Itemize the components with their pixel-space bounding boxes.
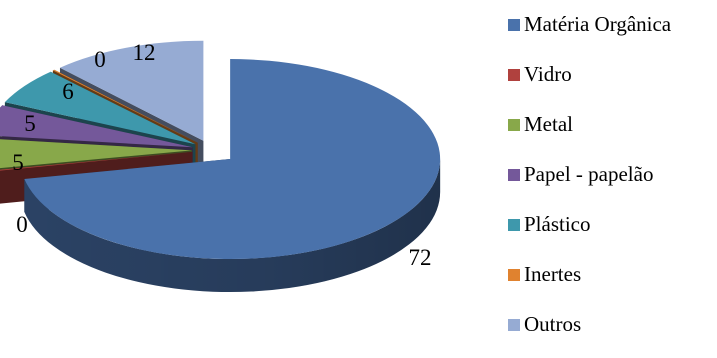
pie-slice-materia-organica — [24, 59, 441, 260]
legend-item-materia-organica: Matéria Orgânica — [508, 8, 717, 58]
legend-swatch — [508, 219, 520, 231]
legend-label: Plástico — [524, 212, 591, 236]
data-label-materia-organica: 72 — [409, 245, 432, 270]
data-label-plastico: 6 — [62, 79, 74, 104]
legend-item-vidro: Vidro — [508, 58, 717, 108]
legend-swatch — [508, 169, 520, 181]
pie-slice-vidro — [0, 151, 193, 171]
data-label-inertes: 0 — [94, 47, 106, 72]
legend-item-papel-papelao: Papel - papelão — [508, 158, 717, 208]
pie-slice-papel-papelao — [0, 105, 193, 148]
pie-slice-inertes — [52, 69, 198, 143]
data-label-outros: 12 — [133, 40, 156, 65]
pie-slice-metal — [0, 139, 193, 169]
legend-swatch — [508, 69, 520, 81]
legend-label: Metal — [524, 112, 573, 136]
pie-slice-outros — [59, 40, 204, 141]
legend-item-plastico: Plástico — [508, 208, 717, 258]
data-label-metal: 5 — [12, 150, 24, 175]
legend-swatch — [508, 319, 520, 331]
legend-swatch — [508, 119, 520, 131]
legend-item-inertes: Inertes — [508, 258, 717, 308]
legend-swatch — [508, 19, 520, 31]
legend-item-outros: Outros — [508, 308, 717, 358]
slice-side-shade-materia-organica — [24, 159, 441, 293]
legend-label: Vidro — [524, 62, 572, 86]
legend-item-metal: Metal — [508, 108, 717, 158]
legend-label: Matéria Orgânica — [524, 12, 672, 36]
pie-slice-plastico — [4, 71, 196, 145]
pie-chart: 72 0 5 5 6 0 12 Matéria Orgânica Vidro Metal Pape… — [0, 12, 671, 336]
data-label-papel-papelao: 5 — [24, 111, 36, 136]
legend: Matéria Orgânica Vidro Metal Papel - papelã… — [508, 8, 717, 358]
legend-label: Papel - papelão — [524, 162, 654, 186]
legend-swatch — [508, 269, 520, 281]
legend-label: Inertes — [524, 262, 582, 286]
data-label-vidro: 0 — [16, 212, 28, 237]
legend-label: Outros — [524, 312, 582, 336]
